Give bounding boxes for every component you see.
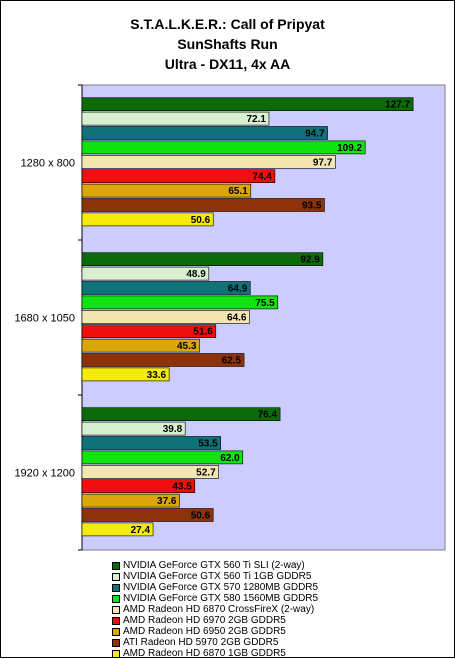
data-label: 50.6 [191, 511, 211, 522]
category-label: 1680 x 1050 [14, 313, 75, 325]
legend-item: NVIDIA GeForce GTX 570 1280MB GDDR5 [112, 582, 318, 593]
bar [81, 198, 325, 212]
bar [81, 353, 245, 367]
data-label: 62.5 [222, 356, 242, 367]
bar [81, 508, 214, 522]
bar [81, 183, 252, 198]
data-label: 97.7 [313, 157, 333, 168]
bar [81, 111, 270, 126]
bar [81, 97, 414, 111]
chart-subtitle-settings: Ultra - DX11, 4x AA [164, 56, 291, 72]
legend-label: NVIDIA GeForce GTX 580 1560MB GDDR5 [123, 593, 319, 604]
data-label: 27.4 [131, 525, 151, 536]
data-label: 50.6 [191, 215, 211, 226]
bar [81, 407, 281, 422]
category-label: 1920 x 1200 [14, 468, 75, 480]
legend-swatch [112, 561, 120, 570]
data-label: 37.6 [157, 496, 177, 507]
legend-swatch [112, 638, 120, 647]
legend-label: AMD Radeon HD 6970 2GB GDDR5 [123, 615, 286, 626]
legend-item: AMD Radeon HD 6870 CrossFireX (2-way) [112, 604, 318, 615]
legend-label: NVIDIA GeForce GTX 560 Ti 1GB GDDR5 [123, 571, 312, 582]
bar [81, 252, 324, 266]
data-label: 43.5 [172, 482, 192, 493]
data-label: 62.0 [220, 453, 240, 464]
bar [81, 126, 328, 140]
legend-label: NVIDIA GeForce GTX 570 1280MB GDDR5 [123, 582, 319, 593]
data-label: 74.4 [252, 172, 272, 183]
legend: NVIDIA GeForce GTX 560 Ti SLI (2-way) NVI… [112, 560, 318, 659]
legend-swatch [112, 583, 120, 592]
legend-label: AMD Radeon HD 6870 1GB GDDR5 [123, 648, 286, 659]
bar [81, 464, 219, 479]
bar [81, 140, 366, 155]
bar [81, 436, 222, 450]
data-label: 53.5 [198, 439, 218, 450]
data-label: 51.6 [193, 327, 213, 338]
legend-item: AMD Radeon HD 6970 2GB GDDR5 [112, 615, 318, 626]
data-label: 109.2 [337, 143, 362, 154]
data-label: 72.1 [246, 114, 266, 125]
legend-label: AMD Radeon HD 6870 CrossFireX (2-way) [123, 604, 315, 615]
chart-subtitle: SunShafts Run [177, 36, 278, 52]
data-label: 39.8 [163, 424, 183, 435]
legend-swatch [112, 605, 120, 614]
bar [81, 450, 244, 465]
category-label: 1280 x 800 [21, 158, 75, 170]
data-label: 64.9 [228, 284, 248, 295]
chart-titles: S.T.A.L.K.E.R.: Call of Pripyat SunShaft… [0, 14, 455, 74]
bar [81, 155, 336, 169]
legend-item: AMD Radeon HD 6870 1GB GDDR5 [112, 648, 318, 659]
data-label: 94.7 [305, 129, 325, 140]
data-label: 127.7 [385, 100, 410, 111]
bar [81, 295, 279, 310]
bar [81, 522, 154, 537]
data-label: 52.7 [196, 467, 216, 478]
legend-swatch [112, 572, 120, 581]
legend-item: NVIDIA GeForce GTX 580 1560MB GDDR5 [112, 593, 318, 604]
bar [81, 309, 250, 324]
bar [81, 169, 276, 183]
bar [81, 493, 180, 508]
legend-swatch [112, 649, 120, 658]
data-label: 48.9 [186, 269, 206, 280]
bar [81, 479, 196, 494]
data-label: 93.5 [302, 201, 322, 212]
legend-item: NVIDIA GeForce GTX 560 Ti 1GB GDDR5 [112, 571, 318, 582]
bar [81, 367, 170, 382]
legend-swatch [112, 616, 120, 625]
bar [81, 212, 214, 227]
data-label: 76.4 [258, 410, 278, 421]
data-label: 45.3 [177, 341, 197, 352]
data-label: 64.6 [227, 312, 247, 323]
bar [81, 338, 200, 353]
bar [81, 421, 186, 436]
data-label: 33.6 [147, 370, 167, 381]
data-label: 92.9 [300, 255, 320, 266]
legend-label: AMD Radeon HD 6950 2GB GDDR5 [123, 626, 286, 637]
chart-title: S.T.A.L.K.E.R.: Call of Pripyat [130, 16, 325, 32]
legend-swatch [112, 627, 120, 636]
data-label: 65.1 [228, 186, 248, 197]
bar [81, 324, 217, 339]
legend-item: ATI Radeon HD 5970 2GB GDDR5 [112, 637, 318, 648]
bar [81, 266, 210, 281]
bar [81, 281, 251, 295]
legend-label: ATI Radeon HD 5970 2GB GDDR5 [123, 637, 279, 648]
legend-item: NVIDIA GeForce GTX 560 Ti SLI (2-way) [112, 560, 318, 571]
data-label: 75.5 [255, 298, 275, 309]
legend-label: NVIDIA GeForce GTX 560 Ti SLI (2-way) [123, 560, 305, 571]
legend-swatch [112, 594, 120, 603]
legend-item: AMD Radeon HD 6950 2GB GDDR5 [112, 626, 318, 637]
